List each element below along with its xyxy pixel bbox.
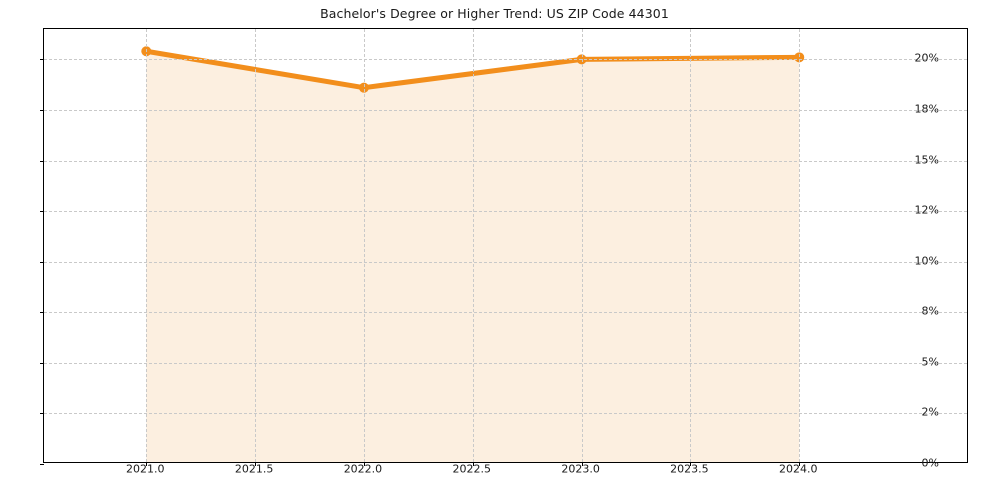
y-axis-tick-label: 12% bbox=[914, 203, 939, 217]
x-axis-tick-label: 2021.5 bbox=[234, 462, 274, 476]
y-axis-tick-mark bbox=[40, 261, 44, 263]
gridline-horizontal bbox=[44, 362, 967, 364]
x-axis-tick-mark bbox=[799, 462, 801, 466]
y-axis-tick-label: 18% bbox=[914, 102, 939, 116]
x-axis-tick-label: 2022.0 bbox=[343, 462, 383, 476]
x-axis-tick-mark bbox=[472, 462, 474, 466]
gridline-vertical bbox=[363, 29, 365, 462]
x-axis-tick-mark bbox=[363, 462, 365, 466]
x-axis-tick-mark bbox=[255, 462, 257, 466]
x-axis-tick-label: 2022.5 bbox=[452, 462, 492, 476]
y-axis-tick-label: 0% bbox=[921, 456, 939, 470]
y-axis-tick-mark bbox=[40, 362, 44, 364]
gridline-vertical bbox=[255, 29, 257, 462]
chart-title: Bachelor's Degree or Higher Trend: US ZI… bbox=[320, 6, 669, 21]
y-axis-tick-mark bbox=[40, 211, 44, 213]
gridline-horizontal bbox=[44, 109, 967, 111]
y-axis-tick-mark bbox=[40, 160, 44, 162]
gridline-horizontal bbox=[44, 211, 967, 213]
plot-inner bbox=[44, 29, 967, 462]
gridline-vertical bbox=[690, 29, 692, 462]
x-axis-tick-label: 2023.5 bbox=[670, 462, 709, 476]
x-axis-tick-mark bbox=[146, 462, 148, 466]
y-axis-tick-mark bbox=[40, 109, 44, 111]
gridline-horizontal bbox=[44, 160, 967, 162]
gridline-vertical bbox=[581, 29, 583, 462]
y-axis-tick-label: 5% bbox=[921, 355, 939, 369]
x-axis-tick-label: 2021.0 bbox=[126, 462, 165, 476]
gridline-vertical bbox=[472, 29, 474, 462]
y-axis-tick-label: 8% bbox=[921, 304, 939, 318]
y-axis-tick-mark bbox=[40, 464, 44, 465]
y-axis-tick-label: 2% bbox=[921, 405, 939, 419]
y-axis-tick-mark bbox=[40, 59, 44, 61]
y-axis-tick-label: 20% bbox=[914, 51, 939, 65]
y-axis-tick-mark bbox=[40, 312, 44, 314]
gridline-horizontal bbox=[44, 312, 967, 314]
x-axis-tick-label: 2024.0 bbox=[778, 462, 818, 476]
x-axis-tick-mark bbox=[690, 462, 692, 466]
x-axis-tick-mark bbox=[581, 462, 583, 466]
y-axis-tick-label: 10% bbox=[914, 254, 939, 268]
gridline-horizontal bbox=[44, 261, 967, 263]
x-axis-tick-label: 2023.0 bbox=[561, 462, 600, 476]
y-axis-tick-label: 15% bbox=[914, 153, 939, 166]
gridline-horizontal bbox=[44, 59, 967, 61]
gridline-vertical bbox=[799, 29, 801, 462]
y-axis-tick-mark bbox=[40, 413, 44, 415]
series-line-area bbox=[141, 46, 805, 462]
gridline-horizontal bbox=[44, 413, 967, 415]
gridline-vertical bbox=[146, 29, 148, 462]
plot-area bbox=[40, 28, 968, 466]
